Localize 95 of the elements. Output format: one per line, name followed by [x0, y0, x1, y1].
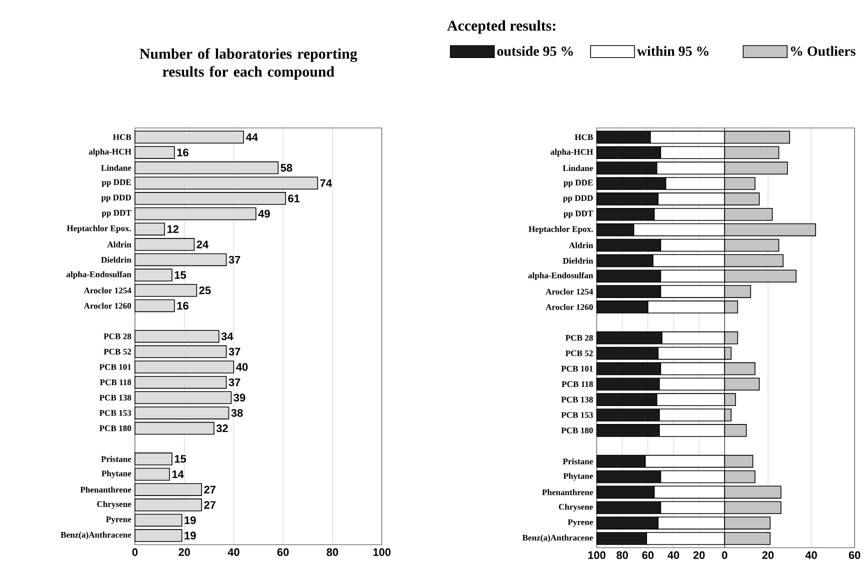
data-label: 40: [236, 363, 248, 372]
y-tick-label: Pyrene: [568, 519, 593, 527]
y-tick-label: alpha-HCH: [88, 148, 132, 156]
x-tick-label: 20: [693, 551, 705, 560]
y-tick-label: PCB 101: [99, 364, 131, 370]
data-label: 12: [167, 225, 178, 234]
data-label: 37: [228, 256, 240, 264]
y-tick-label: Aldrin: [569, 242, 594, 248]
y-tick-label: alpha-HCH: [550, 148, 594, 157]
y-tick-label: PCB 153: [99, 410, 132, 416]
y-tick-label: PCB 28: [104, 334, 132, 340]
y-tick-label: Aroclor 1254: [84, 288, 132, 294]
x-tick-label: 20: [762, 551, 774, 560]
y-tick-label: Phenanthrene: [542, 489, 593, 496]
data-label: 49: [258, 210, 270, 218]
y-tick-label: PCB 138: [99, 394, 132, 401]
legend-label: within 95 %: [636, 46, 708, 56]
y-tick-label: Pristane: [101, 456, 132, 462]
y-tick-label: Lindane: [101, 164, 132, 171]
y-tick-label: Phenanthrene: [80, 486, 132, 493]
y-tick-label: pp DDE: [564, 180, 593, 188]
data-label: 34: [221, 332, 234, 340]
data-label: 14: [172, 470, 184, 478]
x-tick-label: 40: [668, 551, 680, 560]
data-label: 37: [228, 348, 240, 356]
y-tick-label: Aroclor 1260: [546, 304, 593, 310]
y-tick-label: Aroclor 1260: [84, 302, 132, 309]
y-tick-label: Aroclor 1254: [546, 288, 594, 295]
y-tick-label: pp DDD: [101, 194, 131, 202]
data-label: 39: [234, 394, 246, 402]
data-label: 32: [216, 424, 228, 432]
x-tick-label: 0: [132, 548, 138, 556]
y-tick-label: Dieldrin: [101, 256, 132, 263]
data-label: 19: [184, 532, 196, 540]
y-tick-label: PCB 28: [566, 335, 593, 341]
data-label: 27: [204, 486, 216, 494]
x-tick-label: 40: [228, 548, 240, 556]
data-label: 16: [177, 302, 188, 310]
y-tick-label: PCB 52: [566, 350, 593, 356]
y-tick-label: Dieldrin: [562, 258, 594, 264]
y-tick-label: Pristane: [562, 458, 593, 464]
y-tick-label: pp DDT: [102, 210, 132, 218]
x-tick-label: 40: [805, 551, 817, 560]
y-tick-label: Lindane: [562, 165, 593, 172]
chart-title: Number of laboratories reporting results for each compound: [140, 48, 358, 80]
x-tick-label: 80: [326, 548, 338, 556]
y-tick-label: Heptachlor Epox.: [66, 225, 132, 234]
x-tick-label: 60: [277, 548, 289, 556]
y-tick-label: PCB 138: [561, 396, 593, 403]
y-tick-label: pp DDT: [564, 210, 594, 218]
legend-label: outside 95 %: [497, 46, 573, 56]
data-label: 37: [228, 378, 240, 386]
data-label: 19: [184, 516, 196, 524]
y-tick-label: Chrysene: [97, 501, 132, 509]
y-tick-label: PCB 118: [562, 381, 593, 388]
x-tick-label: 100: [588, 551, 606, 560]
y-tick-label: alpha-Endosulfan: [66, 271, 132, 280]
data-label: 74: [320, 179, 332, 188]
x-tick-label: 100: [373, 548, 390, 556]
y-tick-label: pp DDE: [102, 180, 131, 187]
data-label: 27: [204, 501, 216, 509]
y-tick-label: pp DDD: [563, 195, 593, 203]
y-tick-label: PCB 180: [561, 428, 593, 434]
data-label: 16: [177, 148, 188, 156]
x-tick-label: 0: [722, 551, 728, 560]
y-tick-label: PCB 153: [561, 412, 593, 418]
y-tick-label: Pyrene: [106, 516, 132, 524]
x-tick-label: 20: [178, 548, 190, 556]
y-tick-label: Benz(a)Anthracene: [522, 534, 593, 543]
y-tick-label: Benz(a)Anthracene: [60, 532, 132, 540]
data-label: 38: [231, 409, 243, 417]
y-tick-label: Aldrin: [107, 242, 132, 248]
data-label: 25: [199, 286, 211, 294]
y-tick-label: alpha-Endosulfan: [528, 272, 594, 280]
legend-title: Accepted results:: [447, 20, 556, 34]
y-tick-label: HCB: [574, 134, 593, 140]
y-tick-label: PCB 180: [99, 426, 132, 432]
y-tick-label: PCB 52: [104, 348, 132, 355]
x-tick-label: 60: [848, 551, 860, 560]
legend-label: % Outliers: [790, 46, 856, 56]
data-label: 15: [174, 271, 186, 280]
data-label: 58: [280, 164, 292, 172]
y-tick-label: PCB 118: [100, 380, 132, 386]
y-tick-label: HCB: [113, 134, 132, 140]
data-label: 15: [174, 455, 186, 463]
y-tick-label: PCB 101: [561, 366, 593, 372]
y-tick-label: Chrysene: [558, 504, 593, 512]
y-tick-label: Phytane: [102, 470, 132, 478]
x-tick-label: 60: [642, 551, 654, 560]
data-label: 44: [246, 134, 258, 142]
x-tick-label: 80: [616, 551, 628, 560]
y-tick-label: Phytane: [563, 473, 593, 481]
data-label: 24: [196, 240, 208, 248]
data-label: 61: [288, 194, 300, 202]
y-tick-label: Heptachlor Epox.: [528, 226, 593, 234]
